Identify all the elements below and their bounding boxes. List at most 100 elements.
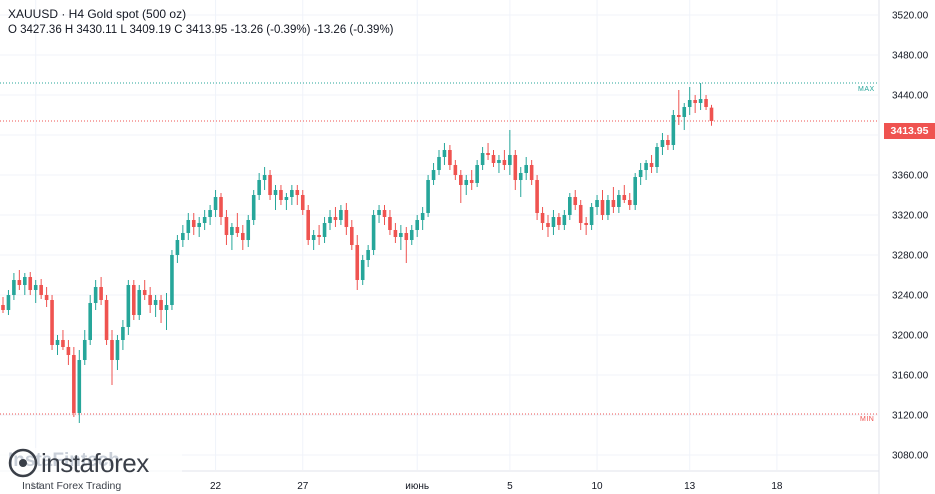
candle [273, 185, 278, 210]
time-tick-label: 18 [771, 481, 783, 492]
candle [518, 167, 523, 197]
candle [469, 170, 474, 190]
candle-body [573, 197, 578, 205]
candle [17, 270, 22, 290]
candle-body [366, 250, 370, 260]
candle [251, 190, 256, 225]
candle [181, 225, 185, 247]
candle-body [328, 217, 332, 223]
candle-body [420, 213, 425, 220]
candle-body [93, 287, 98, 303]
candle [377, 205, 381, 223]
candle-body [480, 153, 485, 165]
candle-body [666, 140, 670, 145]
candle-body [186, 220, 191, 233]
candle [464, 175, 469, 195]
candle [459, 170, 463, 203]
candle [677, 90, 681, 125]
candle [213, 190, 218, 217]
candle-body [404, 233, 409, 240]
candle [546, 215, 550, 237]
candle [388, 210, 392, 235]
candle-body [568, 197, 572, 215]
candle-body [382, 210, 387, 217]
candle [224, 210, 229, 245]
candle [44, 287, 49, 307]
candle [709, 104, 714, 126]
symbol-title: XAUUSD · H4 Gold spot (500 oz) [8, 7, 187, 21]
candle [475, 160, 479, 187]
candle [241, 225, 245, 250]
candle-body [677, 115, 681, 117]
candle-body [415, 220, 419, 230]
min-marker-label: MIN [860, 416, 875, 423]
candle [617, 190, 621, 213]
price-tick-label: 3240.00 [892, 291, 929, 302]
candle-body [251, 195, 256, 220]
logo-tagline: Instant Forex Trading [22, 480, 122, 492]
candle-body [535, 180, 539, 213]
max-marker-label: MAX [858, 86, 875, 93]
time-tick-label: 5 [507, 481, 513, 492]
candle [39, 279, 43, 299]
candle [704, 95, 708, 110]
candle [208, 205, 212, 225]
candle [426, 175, 430, 217]
candle [317, 225, 321, 245]
candle [350, 220, 354, 250]
candle-body [181, 233, 185, 240]
candle [633, 173, 637, 210]
candle-body [17, 280, 22, 285]
candle [682, 103, 687, 130]
price-tick-label: 3320.00 [892, 211, 929, 222]
candle-body [284, 197, 289, 200]
candle-body [377, 210, 381, 215]
candle-body [589, 207, 594, 225]
candle [360, 255, 365, 285]
candle [622, 185, 627, 203]
candle-body [208, 210, 212, 217]
candle-body [246, 220, 251, 240]
price-tick-label: 3440.00 [892, 91, 929, 102]
candle-body [578, 205, 583, 223]
candle-body [28, 277, 33, 290]
candle-body [213, 197, 218, 210]
candle-body [611, 200, 616, 207]
candle [355, 235, 360, 290]
candle-body [524, 165, 528, 173]
candle-body [513, 155, 518, 180]
candle [50, 295, 54, 350]
candle [497, 155, 501, 173]
price-tick-label: 3080.00 [892, 451, 929, 462]
candles [1, 83, 714, 423]
candle-body [224, 217, 229, 235]
candle [562, 210, 567, 230]
candle [126, 280, 131, 335]
candle-body [606, 200, 610, 215]
candle [175, 235, 180, 263]
candle-body [431, 170, 436, 180]
candle [611, 187, 616, 213]
candle [72, 347, 76, 417]
candle-body [235, 227, 240, 233]
candle [142, 280, 147, 300]
candle [502, 150, 507, 170]
chart-legend: XAUUSD · H4 Gold spot (500 oz) O 3427.36… [8, 6, 394, 38]
candle-body [1, 305, 5, 310]
candle-body [44, 295, 49, 300]
candle-body [546, 223, 550, 227]
candle-body [557, 217, 561, 225]
candle-body [442, 150, 447, 157]
candle [491, 150, 496, 167]
price-axis[interactable]: 3080.00 3120.00 3160.00 3200.00 3240.00 3280.… [892, 11, 929, 462]
candle [28, 272, 33, 295]
candle-body [502, 160, 507, 165]
candle-body [339, 210, 343, 220]
candle-body [170, 255, 174, 305]
candle-body [300, 195, 305, 210]
candle [6, 290, 11, 315]
candle [486, 143, 490, 160]
candle [671, 110, 676, 150]
candle-body [322, 223, 327, 237]
